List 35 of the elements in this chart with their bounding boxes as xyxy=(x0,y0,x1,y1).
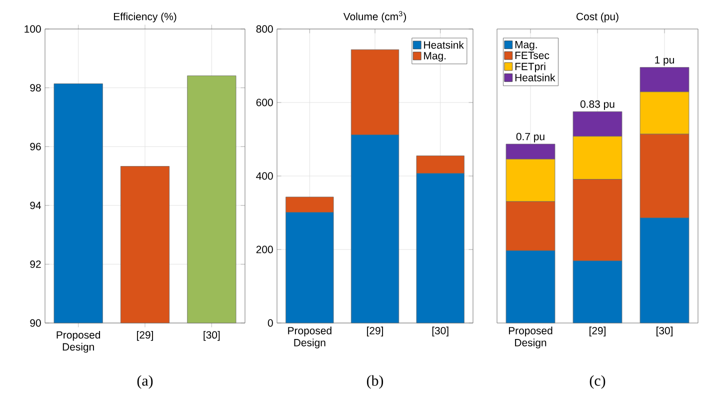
x-tick-label: Proposed Design xyxy=(508,326,552,348)
x-tick-label: [29] xyxy=(590,326,606,336)
y-tick-label: 200 xyxy=(256,246,273,254)
y-tick-label: 600 xyxy=(256,98,273,106)
x-tick-label: [30] xyxy=(656,326,672,336)
y-tick-label: 0 xyxy=(268,319,273,327)
text: (b) xyxy=(366,375,384,389)
text: (a) xyxy=(137,375,153,389)
total-label: 0.7 pu xyxy=(516,132,544,142)
x-tick-label: Proposed Design xyxy=(56,330,100,353)
y-tick-label: 100 xyxy=(24,25,41,33)
legend-label: Heatsink xyxy=(424,41,464,49)
y-tick-label: 96 xyxy=(30,142,41,150)
legend-label: Mag. xyxy=(515,41,537,50)
text: (c) xyxy=(590,375,606,389)
y-tick-label: 400 xyxy=(256,172,273,180)
x-tick-label: [30] xyxy=(432,326,448,336)
y-tick-label: 800 xyxy=(256,25,273,33)
y-tick-label: 94 xyxy=(30,202,41,210)
legend-label: FETpri xyxy=(515,62,546,72)
total-label: 0.83 pu xyxy=(580,100,614,110)
chart-title: Volume (cm$^{3}$) xyxy=(343,11,406,22)
x-tick-label: [29] xyxy=(367,326,383,336)
legend-label: Mag. xyxy=(424,52,446,62)
legend-label: Heatsink xyxy=(515,74,556,82)
x-tick-label: [30] xyxy=(204,330,220,341)
chart-title: Efficiency (%) xyxy=(114,12,176,22)
x-tick-label: [29] xyxy=(137,330,153,341)
y-tick-label: 90 xyxy=(30,319,41,327)
total-label: 1 pu xyxy=(655,56,674,66)
legend-label: FETsec xyxy=(515,52,550,60)
y-tick-label: 92 xyxy=(30,260,41,268)
x-tick-label: Proposed Design xyxy=(288,326,332,348)
chart-title: Cost (pu) xyxy=(576,12,618,22)
y-tick-label: 98 xyxy=(30,84,41,92)
